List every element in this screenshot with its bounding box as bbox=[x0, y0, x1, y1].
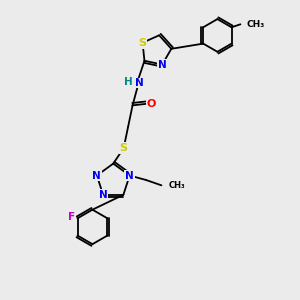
Text: CH₃: CH₃ bbox=[247, 20, 265, 29]
Text: F: F bbox=[68, 212, 75, 222]
Text: S: S bbox=[120, 143, 128, 153]
Text: S: S bbox=[139, 38, 147, 48]
Text: N: N bbox=[125, 170, 134, 181]
Text: N: N bbox=[158, 59, 167, 70]
Text: H: H bbox=[124, 76, 133, 87]
Text: N: N bbox=[99, 190, 107, 200]
Text: O: O bbox=[147, 99, 156, 109]
Text: N: N bbox=[92, 170, 101, 181]
Text: CH₃: CH₃ bbox=[169, 181, 185, 190]
Text: N: N bbox=[135, 78, 144, 88]
